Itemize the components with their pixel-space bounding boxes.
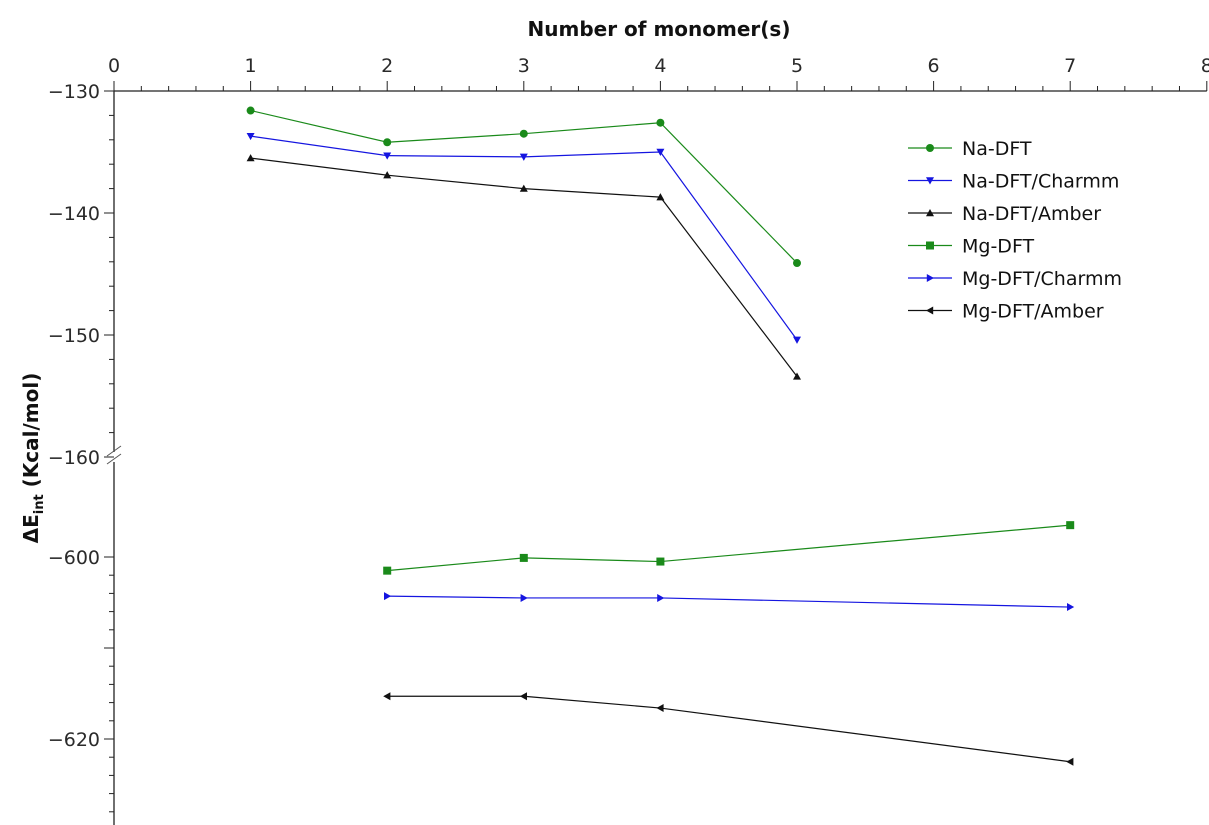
y-axis-title-main: ΔE [19, 514, 43, 543]
y-tick-label: −150 [48, 325, 100, 347]
legend-entry: Mg-DFT/Amber [908, 301, 1104, 323]
data-point [656, 704, 664, 713]
data-point [656, 118, 665, 127]
x-tick-label: 8 [1201, 55, 1209, 77]
data-point [383, 692, 391, 701]
axis-break-mark [106, 453, 122, 465]
y-tick-label: −130 [48, 81, 100, 103]
series-layer [246, 106, 1075, 766]
legend-marker [926, 306, 934, 315]
y-tick-label: −620 [48, 729, 100, 751]
data-point [246, 154, 255, 162]
data-point [793, 336, 801, 344]
data-point [519, 184, 528, 192]
legend-marker [926, 209, 934, 217]
x-tick-label: 7 [1064, 55, 1076, 77]
x-tick-label: 6 [928, 55, 940, 77]
y-axis-title: ΔEint (Kcal/mol) [19, 373, 47, 544]
data-point [793, 372, 801, 380]
series-mg-dft [383, 521, 1075, 575]
x-tick-label: 2 [381, 55, 393, 77]
series-line [250, 135, 798, 341]
data-point [1067, 603, 1075, 612]
x-tick-label: 4 [654, 55, 666, 77]
series-na-dft-charmm [246, 132, 801, 344]
y-axis-title-subscript: int [32, 494, 47, 514]
data-point [519, 692, 527, 701]
data-point [793, 259, 801, 268]
legend-entry: Na-DFT/Charmm [908, 171, 1119, 193]
x-tick-label: 5 [791, 55, 803, 77]
legend-label: Mg-DFT/Amber [962, 301, 1104, 323]
axes-layer: 0 1 2 3 4 5 6 7 8 −130 −140 −150 −160 −600 −620 [48, 55, 1209, 825]
x-axis-title: Number of monomer(s) [528, 17, 791, 41]
data-point [383, 171, 392, 179]
legend-label: Na-DFT/Charmm [962, 171, 1119, 193]
data-point [383, 152, 392, 160]
data-point [519, 553, 528, 562]
data-point [383, 566, 392, 575]
data-point [1066, 521, 1075, 530]
series-line [387, 595, 1071, 608]
y-tick-label: −140 [48, 203, 100, 225]
data-point [656, 148, 665, 156]
data-point [656, 193, 665, 201]
x-tick-label: 1 [245, 55, 257, 77]
y-tick-label: −160 [48, 447, 100, 469]
series-na-dft-amber [246, 154, 801, 380]
data-point [657, 593, 665, 602]
legend-marker [926, 177, 934, 185]
legend-entry: Mg-DFT/Charmm [908, 268, 1122, 290]
x-tick-label: 0 [108, 55, 120, 77]
legend-marker [926, 274, 934, 282]
y-tick-label: −600 [48, 547, 100, 569]
data-point [384, 592, 392, 601]
legend-label: Mg-DFT [962, 236, 1035, 258]
series-line [387, 524, 1071, 572]
data-point [520, 593, 528, 602]
series-mg-dft-amber [383, 692, 1074, 766]
legend-entry: Na-DFT/Amber [908, 203, 1101, 225]
series-mg-dft-charmm [384, 592, 1075, 612]
series-na-dft [246, 106, 801, 268]
y-axis-title-unit: (Kcal/mol) [19, 373, 43, 495]
legend-entry: Na-DFT [908, 138, 1032, 160]
x-tick-label: 3 [518, 55, 530, 77]
series-line [387, 695, 1071, 763]
legend-entry: Mg-DFT [908, 236, 1035, 258]
legend-label: Na-DFT/Amber [962, 203, 1101, 225]
legend-marker [926, 144, 934, 152]
legend-label: Na-DFT [962, 138, 1032, 160]
legend: Na-DFT Na-DFT/Charmm Na-DFT/Amber Mg-DFT Mg-… [908, 138, 1122, 323]
data-point [246, 106, 255, 115]
axis-break-mark [106, 445, 122, 457]
data-point [656, 557, 665, 566]
data-point [1066, 757, 1074, 766]
data-point [246, 132, 255, 141]
legend-marker [926, 241, 934, 250]
legend-label: Mg-DFT/Charmm [962, 268, 1122, 290]
data-point [519, 129, 528, 138]
data-point [519, 153, 528, 161]
data-point [383, 138, 392, 147]
